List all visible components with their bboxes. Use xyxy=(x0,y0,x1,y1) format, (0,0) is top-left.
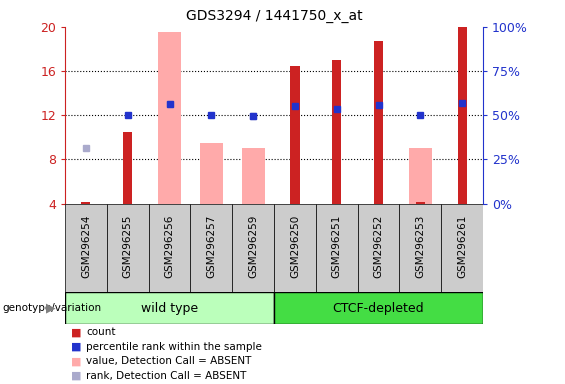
Bar xyxy=(65,292,274,324)
Text: wild type: wild type xyxy=(141,302,198,314)
Text: GSM296261: GSM296261 xyxy=(457,214,467,278)
Text: percentile rank within the sample: percentile rank within the sample xyxy=(86,342,262,352)
Bar xyxy=(123,132,132,204)
Bar xyxy=(107,204,149,292)
Text: ■: ■ xyxy=(71,327,81,337)
Title: GDS3294 / 1441750_x_at: GDS3294 / 1441750_x_at xyxy=(186,9,362,23)
Bar xyxy=(316,204,358,292)
Bar xyxy=(332,60,341,204)
Text: ■: ■ xyxy=(71,342,81,352)
Bar xyxy=(274,204,316,292)
Bar xyxy=(290,66,299,204)
Text: value, Detection Call = ABSENT: value, Detection Call = ABSENT xyxy=(86,356,252,366)
Text: GSM296250: GSM296250 xyxy=(290,214,300,278)
Bar xyxy=(399,204,441,292)
Bar xyxy=(158,32,181,204)
Bar xyxy=(81,202,90,204)
Bar xyxy=(232,204,274,292)
Text: ■: ■ xyxy=(71,356,81,366)
Text: rank, Detection Call = ABSENT: rank, Detection Call = ABSENT xyxy=(86,371,247,381)
Text: GSM296259: GSM296259 xyxy=(248,214,258,278)
Bar xyxy=(458,27,467,204)
Text: count: count xyxy=(86,327,116,337)
Bar xyxy=(65,204,107,292)
Bar xyxy=(274,292,483,324)
Bar xyxy=(149,204,190,292)
Text: GSM296256: GSM296256 xyxy=(164,214,175,278)
Text: genotype/variation: genotype/variation xyxy=(3,303,102,313)
Text: ■: ■ xyxy=(71,371,81,381)
Bar xyxy=(358,204,399,292)
Text: GSM296254: GSM296254 xyxy=(81,214,91,278)
Bar xyxy=(200,143,223,204)
Bar xyxy=(374,41,383,204)
Text: GSM296251: GSM296251 xyxy=(332,214,342,278)
Text: GSM296255: GSM296255 xyxy=(123,214,133,278)
Text: GSM296257: GSM296257 xyxy=(206,214,216,278)
Bar xyxy=(441,204,483,292)
Bar xyxy=(416,202,425,204)
Bar xyxy=(409,148,432,204)
Text: GSM296253: GSM296253 xyxy=(415,214,425,278)
Bar xyxy=(190,204,232,292)
Text: CTCF-depleted: CTCF-depleted xyxy=(333,302,424,314)
Text: ▶: ▶ xyxy=(46,302,56,314)
Bar xyxy=(242,148,264,204)
Text: GSM296252: GSM296252 xyxy=(373,214,384,278)
